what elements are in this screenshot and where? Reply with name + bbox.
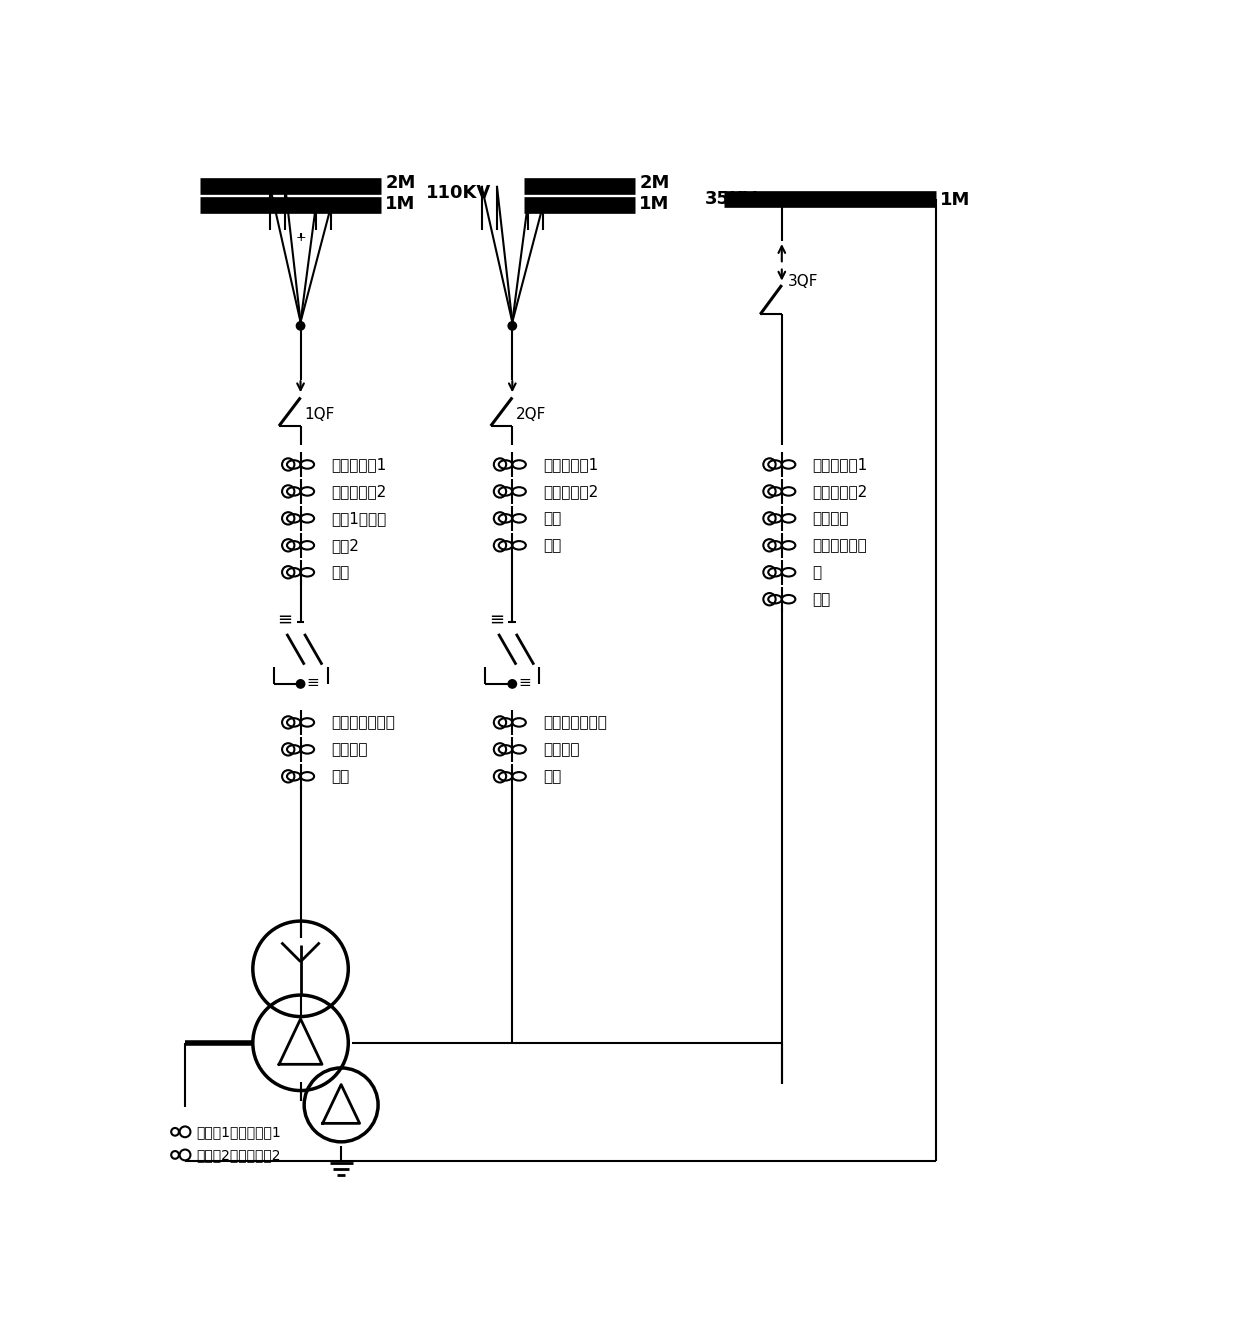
Text: 故障录波: 故障录波 <box>543 741 579 758</box>
Text: 计量: 计量 <box>812 592 831 607</box>
Text: 2M: 2M <box>386 175 415 192</box>
Text: 测: 测 <box>812 565 822 580</box>
Circle shape <box>508 322 516 330</box>
Text: 1M: 1M <box>386 195 415 214</box>
Circle shape <box>296 322 304 330</box>
Text: 1QF: 1QF <box>304 407 335 422</box>
Text: ≡: ≡ <box>518 675 531 689</box>
Text: 母差2: 母差2 <box>331 538 360 553</box>
Text: ≡: ≡ <box>490 611 505 629</box>
Circle shape <box>296 680 304 688</box>
Text: 计量: 计量 <box>331 565 350 580</box>
Text: 备用: 备用 <box>331 768 350 784</box>
Text: 过负荷1、零序过流1: 过负荷1、零序过流1 <box>197 1125 281 1138</box>
Text: 纵差、后备1: 纵差、后备1 <box>812 457 868 472</box>
Text: 过负荷2、零序过流2: 过负荷2、零序过流2 <box>197 1148 281 1162</box>
Text: 纵差、后备2: 纵差、后备2 <box>331 484 387 498</box>
Text: 计量: 计量 <box>543 538 562 553</box>
Text: 测量、无功监测: 测量、无功监测 <box>543 715 606 729</box>
Text: 测量、无功监: 测量、无功监 <box>812 538 867 553</box>
Text: 1M: 1M <box>640 195 670 214</box>
Text: 测量、无功监测: 测量、无功监测 <box>331 715 396 729</box>
Text: 110KV: 110KV <box>427 184 491 203</box>
Text: 故障录波: 故障录波 <box>812 510 849 526</box>
Text: 3QF: 3QF <box>787 274 818 290</box>
Text: 故障录波: 故障录波 <box>331 741 368 758</box>
Text: 纵差、后备2: 纵差、后备2 <box>812 484 868 498</box>
Text: 35KV: 35KV <box>704 190 758 208</box>
Text: 纵差、后备1: 纵差、后备1 <box>331 457 387 472</box>
Text: 2QF: 2QF <box>516 407 547 422</box>
Text: 纵差、后备1: 纵差、后备1 <box>543 457 599 472</box>
Circle shape <box>508 680 516 688</box>
Text: 母差: 母差 <box>543 510 562 526</box>
Text: +: + <box>295 231 306 243</box>
Text: 2M: 2M <box>640 175 670 192</box>
Text: 备用: 备用 <box>543 768 562 784</box>
Text: 1M: 1M <box>940 191 970 210</box>
Text: 纵差、后备2: 纵差、后备2 <box>543 484 599 498</box>
Text: 母差1、失灵: 母差1、失灵 <box>331 510 387 526</box>
Text: ≡: ≡ <box>306 675 320 689</box>
Text: ≡: ≡ <box>278 611 293 629</box>
